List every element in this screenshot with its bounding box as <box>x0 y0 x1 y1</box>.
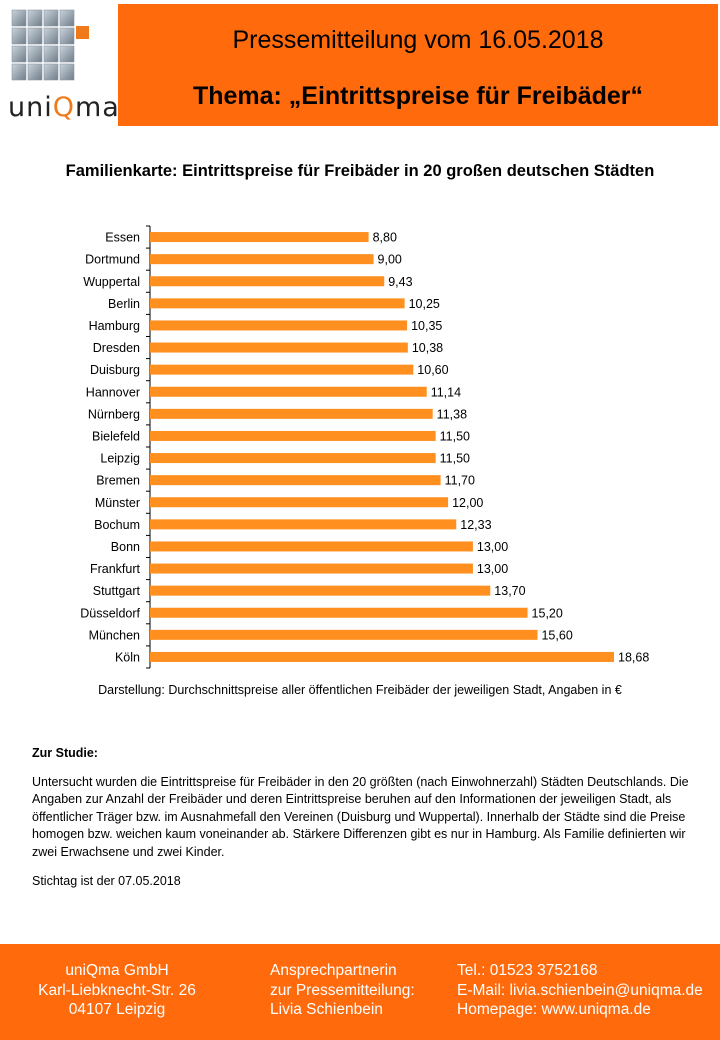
category-label: Leipzig <box>100 452 140 466</box>
footer-street: Karl-Liebknecht-Str. 26 <box>38 981 196 999</box>
data-label: 10,25 <box>409 297 440 311</box>
bar <box>150 408 433 419</box>
footer-contact: Ansprechpartnerin zur Pressemitteilung: … <box>270 961 415 1020</box>
study-date: Stichtag ist der 07.05.2018 <box>32 873 181 888</box>
bar <box>150 386 427 397</box>
category-label: Münster <box>95 496 140 510</box>
press-release-topic: Thema: „Eintrittspreise für Freibäder“ <box>192 82 644 110</box>
bar <box>150 232 369 243</box>
category-label: Wuppertal <box>83 275 140 289</box>
data-label: 13,00 <box>477 540 508 554</box>
study-text: Untersucht wurden die Eintrittspreise fü… <box>32 774 689 859</box>
category-label: Essen <box>105 231 140 245</box>
bar <box>150 519 457 530</box>
footer-city: 04107 Leipzig <box>68 1001 166 1018</box>
category-label: Hamburg <box>89 319 140 333</box>
data-label: 10,35 <box>411 319 442 333</box>
bar <box>150 298 405 309</box>
logo: uniQma <box>0 0 120 128</box>
press-release-title: Pressemitteilung vom 16.05.2018 <box>232 26 604 54</box>
category-label: Bremen <box>96 474 140 488</box>
category-label: Stuttgart <box>93 584 141 598</box>
bar <box>150 651 614 662</box>
data-label: 10,38 <box>412 341 443 355</box>
bar <box>150 607 528 618</box>
category-label: Bochum <box>94 518 140 532</box>
bar <box>150 497 449 508</box>
data-label: 13,70 <box>494 584 525 598</box>
bar <box>150 453 436 464</box>
bar-chart: Essen 8,80 Dortmund 9,00 Wuppertal 9,43 Berlin… <box>80 225 649 669</box>
bar <box>150 342 408 353</box>
data-label: 11,50 <box>440 452 470 466</box>
footer-contact-name: Livia Schienbein <box>270 1001 383 1018</box>
bar <box>150 364 414 375</box>
data-label: 12,33 <box>460 518 491 532</box>
data-label: 8,80 <box>373 231 397 245</box>
bar <box>150 563 473 574</box>
data-label: 10,60 <box>417 363 448 377</box>
category-label: Dresden <box>93 341 140 355</box>
data-label: 13,00 <box>477 562 508 576</box>
bar <box>150 254 374 265</box>
data-label: 12,00 <box>452 496 483 510</box>
category-label: Bonn <box>111 540 140 554</box>
data-label: 9,00 <box>378 253 402 267</box>
bar <box>150 430 436 441</box>
data-label: 11,70 <box>445 474 475 488</box>
bar <box>150 629 538 640</box>
category-label: Nürnberg <box>88 407 140 421</box>
category-label: Duisburg <box>90 363 140 377</box>
footer-contact-label: Ansprechpartnerin <box>270 962 397 979</box>
category-label: Köln <box>115 650 140 664</box>
footer-homepage[interactable]: Homepage: www.uniqma.de <box>457 1001 651 1018</box>
chart-note: Darstellung: Durchschnittspreise aller ö… <box>98 683 622 697</box>
bar <box>150 475 441 486</box>
footer-details: Tel.: 01523 3752168 E-Mail: livia.schien… <box>457 961 703 1020</box>
category-label: Dortmund <box>85 253 140 267</box>
category-label: Bielefeld <box>92 429 140 443</box>
category-label: Düsseldorf <box>80 606 140 620</box>
bar <box>150 320 408 331</box>
bar <box>150 276 385 287</box>
data-label: 11,14 <box>431 385 461 399</box>
data-label: 11,50 <box>440 429 470 443</box>
cube-logo-icon <box>11 9 89 81</box>
study-heading: Zur Studie: <box>32 746 98 760</box>
data-label: 18,68 <box>618 650 649 664</box>
footer-address: uniQma GmbH Karl-Liebknecht-Str. 26 0410… <box>34 961 200 1020</box>
footer-contact-label-2: zur Pressemitteilung: <box>270 981 415 999</box>
header-banner: Pressemitteilung vom 16.05.2018 Thema: „… <box>118 4 718 126</box>
study-section: Zur Studie: Untersucht wurden die Eintri… <box>32 745 692 890</box>
footer-email[interactable]: E-Mail: livia.schienbein@uniqma.de <box>457 981 703 999</box>
category-label: München <box>89 628 140 642</box>
data-label: 9,43 <box>388 275 412 289</box>
category-label: Hannover <box>86 385 140 399</box>
footer-phone: Tel.: 01523 3752168 <box>457 962 598 979</box>
bar <box>150 585 491 596</box>
data-label: 15,60 <box>541 628 572 642</box>
chart-title: Familienkarte: Eintrittspreise für Freib… <box>65 162 655 180</box>
category-label: Frankfurt <box>90 562 141 576</box>
footer-company: uniQma GmbH <box>65 962 169 979</box>
data-label: 15,20 <box>532 606 563 620</box>
logo-wordmark: uniQma <box>8 92 120 123</box>
bar <box>150 541 473 552</box>
footer: uniQma GmbH Karl-Liebknecht-Str. 26 0410… <box>0 944 720 1040</box>
data-label: 11,38 <box>437 407 467 421</box>
category-label: Berlin <box>108 297 140 311</box>
